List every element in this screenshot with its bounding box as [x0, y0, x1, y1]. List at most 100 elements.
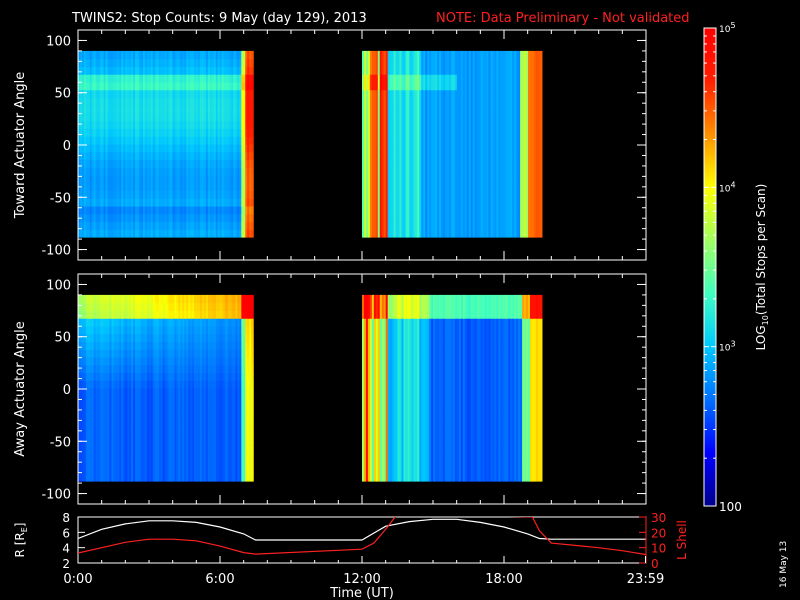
heatmap-cell: [203, 198, 207, 207]
heatmap-cell: [488, 136, 492, 145]
heatmap-cell: [381, 205, 385, 215]
heatmap-cell: [528, 50, 531, 60]
heatmap-cell: [115, 434, 118, 443]
heatmap-cell: [97, 174, 101, 184]
heatmap-cell: [121, 364, 124, 374]
heatmap-cell: [381, 174, 385, 184]
heatmap-cell: [117, 221, 120, 230]
heatmap-cell: [176, 198, 179, 207]
heatmap-cell: [498, 74, 501, 83]
heatmap-cell: [373, 143, 377, 153]
heatmap-cell: [379, 89, 383, 99]
heatmap-cell: [125, 198, 128, 207]
heatmap-cell: [470, 120, 474, 130]
heatmap-cell: [371, 151, 375, 161]
heatmap-cell: [221, 205, 225, 215]
heatmap-cell: [144, 159, 148, 168]
heatmap-cell: [85, 442, 89, 451]
heatmap-cell: [150, 89, 154, 99]
heatmap-cell: [144, 74, 148, 83]
heatmap-cell: [188, 182, 191, 192]
heatmap-cell: [180, 50, 183, 60]
heatmap-cell: [506, 136, 509, 145]
heatmap-cell: [113, 341, 116, 350]
heatmap-cell: [249, 120, 252, 130]
heatmap-cell: [249, 221, 252, 230]
heatmap-cell: [117, 426, 120, 436]
heatmap-cell: [462, 112, 466, 122]
heatmap-cell: [87, 349, 91, 358]
heatmap-cell: [95, 380, 99, 389]
heatmap-cell: [514, 143, 517, 153]
heatmap-cell: [146, 221, 150, 230]
heatmap-cell: [395, 190, 399, 199]
heatmap-cell: [101, 89, 105, 99]
heatmap-cell: [431, 120, 434, 130]
heatmap-cell: [146, 174, 150, 184]
heatmap-cell: [117, 66, 120, 75]
heatmap-cell: [148, 143, 152, 153]
heatmap-cell: [251, 229, 254, 238]
heatmap-cell: [241, 182, 244, 192]
heatmap-cell: [443, 198, 446, 207]
heatmap-cell: [454, 50, 458, 60]
heatmap-cell: [391, 221, 395, 230]
heatmap-cell: [83, 58, 87, 68]
heatmap-cell: [87, 66, 91, 75]
heatmap-cell: [425, 167, 428, 176]
heatmap-cell: [419, 97, 422, 106]
heatmap-cell: [456, 151, 460, 161]
heatmap-cell: [156, 66, 160, 75]
heatmap-cell: [154, 198, 158, 207]
heatmap-cell: [121, 143, 124, 153]
heatmap-cell: [500, 58, 503, 68]
heatmap-cell: [129, 213, 132, 223]
heatmap-cell: [99, 143, 103, 153]
heatmap-cell: [148, 128, 152, 137]
heatmap-cell: [431, 190, 434, 199]
heatmap-cell: [239, 74, 242, 83]
heatmap-cell: [405, 159, 409, 168]
heatmap-cell: [468, 112, 472, 122]
heatmap-cell: [247, 174, 250, 184]
heatmap-cell: [427, 167, 430, 176]
heatmap-cell: [144, 221, 148, 230]
heatmap-cell: [407, 151, 411, 161]
heatmap-cell: [190, 81, 193, 91]
heatmap-cell: [478, 190, 482, 199]
heatmap-cell: [188, 167, 191, 176]
heatmap-cell: [431, 89, 434, 99]
heatmap-cell: [109, 97, 113, 106]
heatmap-cell: [474, 136, 478, 145]
heatmap-cell: [184, 50, 187, 60]
heatmap-cell: [200, 97, 203, 106]
heatmap-cell: [209, 190, 213, 199]
heatmap-cell: [443, 205, 446, 215]
heatmap-cell: [387, 229, 391, 238]
heatmap-cell: [233, 128, 237, 137]
heatmap-cell: [123, 190, 126, 199]
heatmap-cell: [383, 151, 387, 161]
heatmap-cell: [472, 112, 476, 122]
heatmap-cell: [129, 143, 132, 153]
heatmap-cell: [144, 105, 148, 114]
heatmap-cell: [81, 356, 85, 366]
heatmap-cell: [243, 229, 246, 238]
heatmap-cell: [393, 97, 397, 106]
heatmap-cell: [170, 105, 174, 114]
heatmap-cell: [458, 143, 462, 153]
heatmap-cell: [101, 403, 105, 412]
heatmap-cell: [221, 74, 225, 83]
heatmap-cell: [486, 58, 490, 68]
heatmap-cell: [516, 143, 519, 153]
heatmap-cell: [474, 97, 478, 106]
heatmap-cell: [526, 221, 529, 230]
heatmap-cell: [407, 221, 411, 230]
heatmap-cell: [148, 174, 152, 184]
heatmap-cell: [99, 229, 103, 238]
heatmap-cell: [209, 198, 213, 207]
heatmap-cell: [443, 159, 446, 168]
heatmap-cell: [367, 159, 371, 168]
heatmap-cell: [537, 112, 541, 122]
heatmap-cell: [377, 167, 381, 176]
